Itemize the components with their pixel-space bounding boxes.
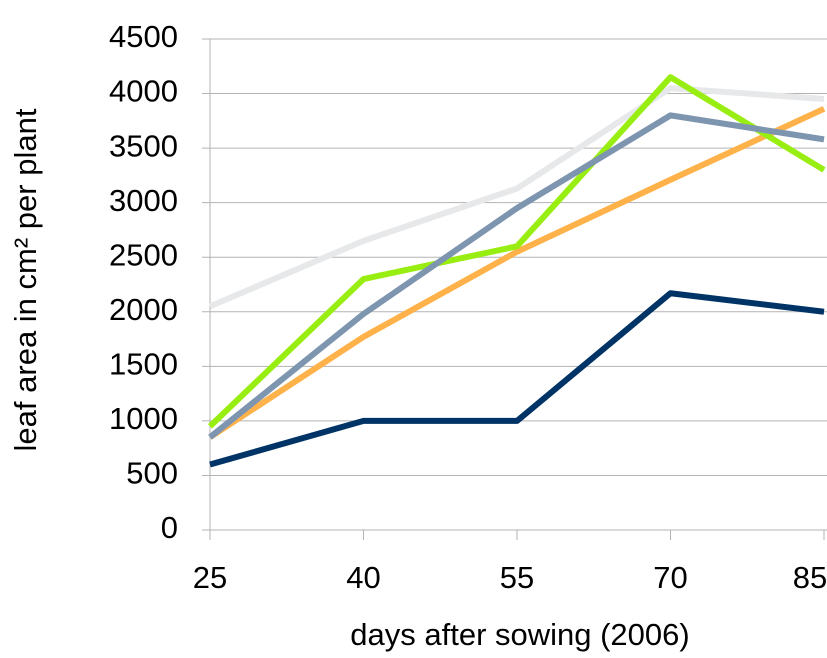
y-tick-label: 1500 [109,347,178,382]
series-line [208,106,826,440]
y-tick-label: 4000 [109,74,178,109]
y-tick-label: 500 [126,456,178,491]
y-tick-label: 1000 [109,401,178,436]
y-tick-label: 2000 [109,292,178,327]
x-axis-title: days after sowing (2006) [350,617,689,652]
y-tick-label: 3000 [109,183,178,218]
x-tick-label: 40 [346,560,380,595]
y-tick-label: 4500 [109,19,178,54]
x-tick-label: 55 [500,560,534,595]
series-line [208,112,825,440]
x-tick-label: 70 [653,560,687,595]
series-line [209,290,825,468]
y-tick-label: 2500 [109,237,178,272]
x-tick-label: 25 [193,560,227,595]
y-tick-label: 3500 [109,128,178,163]
y-tick-label: 0 [161,510,178,545]
x-tick-label: 85 [793,560,827,595]
y-axis-title: leaf area in cm² per plant [8,108,43,451]
series-line [207,74,826,429]
series-line [208,85,825,310]
